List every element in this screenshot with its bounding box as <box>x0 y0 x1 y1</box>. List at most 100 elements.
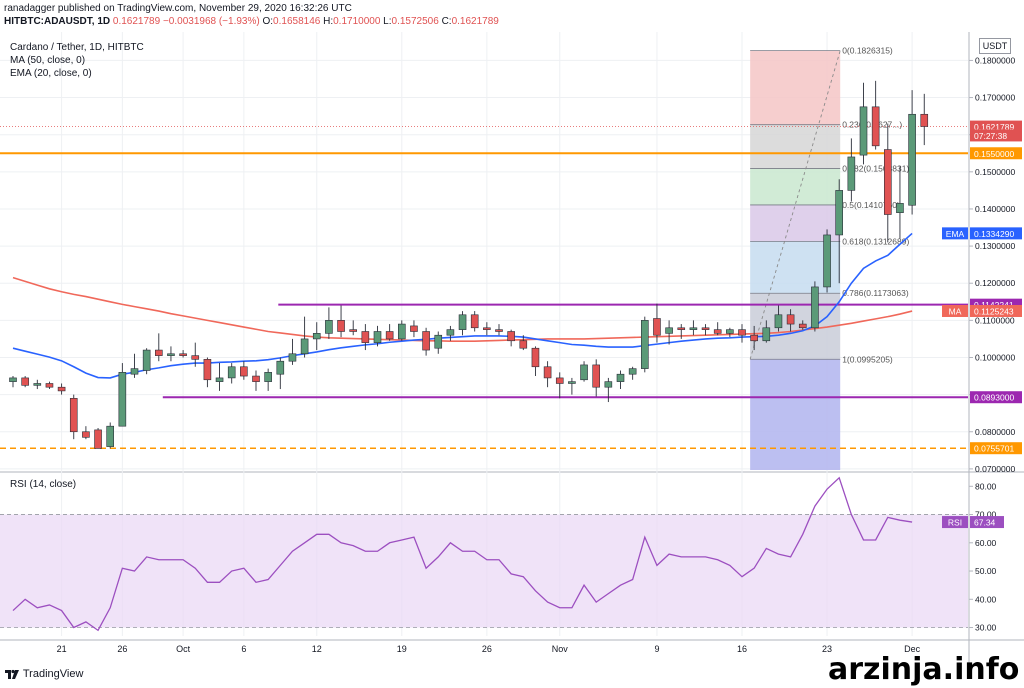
symbol-text: HITBTC:ADAUSDT, 1D <box>4 16 111 27</box>
candle-body <box>543 366 552 379</box>
candle <box>495 324 503 336</box>
fib-zone <box>750 293 841 360</box>
candle <box>373 325 382 347</box>
candle <box>325 307 333 339</box>
high-value: 0.1710000 <box>333 16 381 27</box>
candle-body <box>227 366 236 379</box>
candle-body <box>713 329 722 334</box>
change-text: −0.0031968 (−1.93%) <box>162 16 260 27</box>
candle <box>689 320 698 336</box>
candle <box>300 316 309 358</box>
time-tick-label: 26 <box>482 644 492 654</box>
candle <box>434 331 443 354</box>
candle-body <box>811 286 819 329</box>
candle <box>179 350 187 358</box>
candle-body <box>9 377 17 382</box>
axis-tag-name-box <box>942 227 968 240</box>
candle-body <box>555 377 564 384</box>
candle-body <box>483 327 491 330</box>
candle-body <box>142 349 151 371</box>
fib-level-label: 0(0.1826315) <box>842 46 893 56</box>
candle-body <box>288 353 297 362</box>
low-value: 0.1572506 <box>391 16 439 27</box>
candle <box>774 305 783 332</box>
watermark: arzinja.info <box>828 652 1020 687</box>
candle-body <box>446 329 455 336</box>
last-price: 0.1621789 <box>112 16 161 27</box>
candle <box>288 338 297 365</box>
candle <box>750 325 758 351</box>
candle-body <box>21 377 29 386</box>
axis-tag-box <box>970 147 1022 160</box>
axis-tag-name: MA <box>949 306 962 316</box>
candle <box>847 138 856 202</box>
price-tick-label: 0.1800000 <box>975 55 1015 65</box>
axis-tag-box <box>970 442 1022 455</box>
axis-tag-label: 07:27:38 <box>974 131 1007 141</box>
publisher-line: ranadagger published on TradingView.com,… <box>4 3 352 14</box>
axis-tag-box <box>970 129 1022 142</box>
candle-body <box>835 190 844 236</box>
candle <box>580 361 588 382</box>
candle <box>519 335 528 351</box>
time-tick-label: Nov <box>552 644 569 654</box>
fib-level-label: 0.5(0.1410760) <box>842 200 900 210</box>
candle-body <box>312 333 321 340</box>
axis-tag-label: 0.0893000 <box>974 393 1014 403</box>
candle-body <box>653 318 661 336</box>
candle-body <box>640 320 649 369</box>
price-chart[interactable]: 0.18000000.17000000.16000000.15000000.14… <box>0 32 1024 664</box>
candle <box>21 376 29 388</box>
candle <box>665 320 673 345</box>
candle-body <box>203 359 212 381</box>
axis-tag-label: 0.1550000 <box>974 149 1014 159</box>
candle <box>385 324 394 341</box>
candle <box>33 379 42 390</box>
fib-zone <box>750 124 841 169</box>
candle-body <box>118 372 127 427</box>
ema20-line <box>12 232 913 379</box>
candle-body <box>325 320 333 334</box>
candle <box>94 428 102 449</box>
tradingview-icon <box>5 669 19 680</box>
candle-body <box>373 331 382 343</box>
price-tick-label: 0.1500000 <box>975 167 1015 177</box>
candle <box>871 80 880 150</box>
candle-body <box>908 113 916 206</box>
axis-tag-label: 0.0755701 <box>974 444 1014 454</box>
candle-body <box>191 355 200 360</box>
open-value: 0.1658146 <box>273 16 321 27</box>
candle <box>896 166 904 239</box>
candle <box>786 309 795 332</box>
header-bar: ranadagger published on TradingView.com,… <box>0 0 1024 32</box>
candle <box>9 376 17 388</box>
candle-body <box>726 329 734 334</box>
candle <box>191 342 200 367</box>
rsi-band <box>0 514 968 628</box>
candle-body <box>349 329 358 332</box>
candle <box>167 346 175 362</box>
candle-body <box>823 234 831 288</box>
candle-body <box>568 381 576 384</box>
currency-button[interactable]: USDT <box>979 38 1011 54</box>
candle <box>507 329 515 347</box>
candle <box>118 363 127 427</box>
candle <box>883 123 892 243</box>
candle-body <box>847 156 856 191</box>
candle-body <box>240 366 248 377</box>
time-tick-label: Dec <box>904 644 921 654</box>
candle <box>69 394 78 440</box>
time-tick-label: Oct <box>176 644 191 654</box>
candle-body <box>94 429 102 449</box>
candle <box>677 324 686 339</box>
tradingview-logo[interactable]: TradingView <box>4 668 83 680</box>
price-tick-label: 0.0700000 <box>975 464 1015 474</box>
open-label: O: <box>262 16 274 27</box>
candle <box>653 303 661 343</box>
candle-body <box>252 375 260 382</box>
candle <box>45 381 54 390</box>
candle <box>422 327 430 356</box>
candle-body <box>276 360 285 375</box>
fib-level-label: 1(0.0995205) <box>842 354 893 364</box>
candle <box>227 363 236 384</box>
